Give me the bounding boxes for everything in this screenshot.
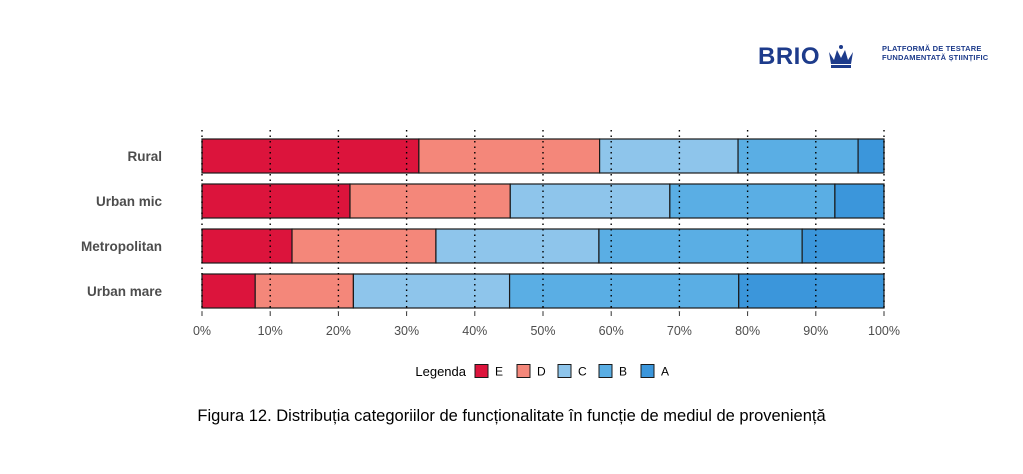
bar-urban-mic-c [509,183,671,219]
legend-label-a: A [661,365,669,379]
bar-urban-mic-d [349,183,511,219]
bar-urban-mare-d [254,273,355,309]
x-tick-label: 70% [667,324,692,338]
legend-label-d: D [537,365,546,379]
bar-urban-mare-b [508,273,740,309]
x-tick-label: 60% [599,324,624,338]
bar-metropolitan-b [598,228,803,264]
x-tick-label: 80% [735,324,760,338]
tagline: PLATFORMĂ DE TESTARE FUNDAMENTATĂ ȘTIINȚ… [882,44,988,62]
bar-urban-mare-c [352,273,511,309]
legend-key-e [474,364,489,378]
bar-rural-c [599,138,739,174]
bar-rural-b [737,138,859,174]
legend-title: Legenda [415,364,466,379]
x-tick-label: 100% [868,324,900,338]
legend-label-b: B [619,365,627,379]
x-tick-label: 40% [462,324,487,338]
bar-urban-mic-e [201,183,351,219]
category-label: Rural [127,149,162,164]
bar-rural-a [857,138,885,174]
legend-key-a [640,364,655,378]
bar-metropolitan-e [201,228,293,264]
legend-label-e: E [495,365,503,379]
bar-urban-mic-a [834,183,885,219]
x-tick-label: 0% [193,324,211,338]
brio-logo: BRIO [758,40,856,74]
bar-rural-d [418,138,601,174]
bar-metropolitan-c [435,228,600,264]
figure-caption: Figura 12. Distribuția categoriilor de f… [197,407,826,425]
x-tick-label: 30% [394,324,419,338]
legend-key-c [557,364,572,378]
legend-label-c: C [578,365,587,379]
x-tick-label: 50% [530,324,555,338]
category-label: Metropolitan [81,239,162,254]
tagline-line-1: PLATFORMĂ DE TESTARE [882,44,982,53]
bar-metropolitan-a [801,228,885,264]
legend-key-d [516,364,531,378]
crown-icon [829,45,853,68]
bar-urban-mare-a [738,273,885,309]
brand-name: BRIO [758,43,820,70]
x-tick-label: 20% [326,324,351,338]
tagline-line-2: FUNDAMENTATĂ ȘTIINȚIFIC [882,53,989,62]
x-tick-label: 10% [258,324,283,338]
bar-rural-e [201,138,420,174]
bar-urban-mare-e [201,273,256,309]
legend-key-b [598,364,613,378]
bar-metropolitan-d [291,228,437,264]
x-tick-label: 90% [803,324,828,338]
category-label: Urban mare [87,284,163,299]
category-label: Urban mic [96,194,163,209]
bar-urban-mic-b [669,183,836,219]
